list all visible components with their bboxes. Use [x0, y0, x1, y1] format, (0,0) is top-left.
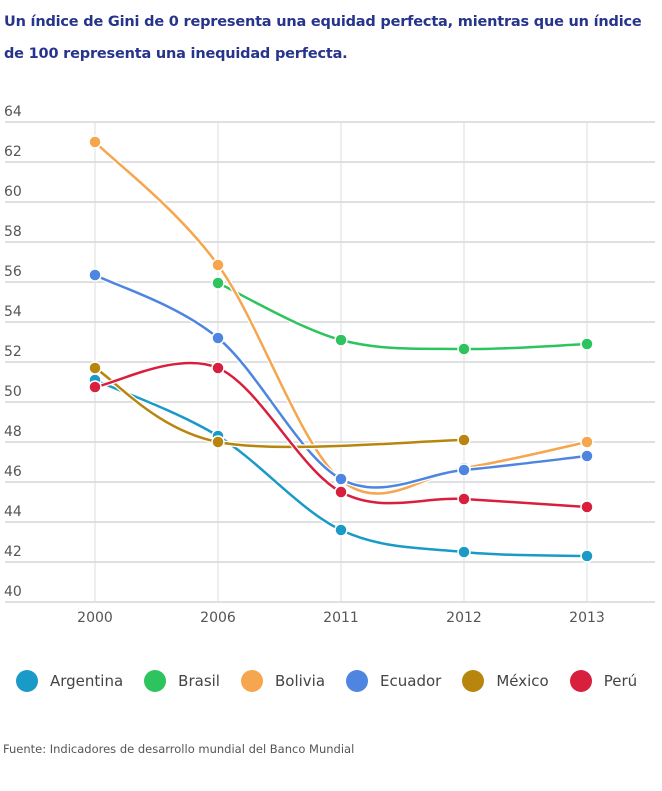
- chart-title: Un índice de Gini de 0 representa una eq…: [4, 14, 642, 62]
- series-line-halo: [216, 280, 588, 352]
- data-point-méxico: [88, 361, 102, 375]
- line-chart: 40 42 44 46 48 50 52 54 56 58 60 62 64 2000 2006 2011 20…: [4, 104, 655, 626]
- legend-item[interactable]: Brasil: [144, 670, 220, 692]
- legend-label: Brasil: [178, 672, 220, 690]
- y-tick-label: 50: [4, 384, 22, 400]
- legend-swatch-icon: [240, 670, 263, 692]
- data-point-bolivia: [88, 135, 102, 149]
- y-tick-label: 48: [4, 424, 22, 440]
- y-tick-label: 54: [4, 304, 22, 320]
- data-point-méxico: [457, 433, 471, 447]
- legend-label: Argentina: [50, 672, 124, 690]
- data-point-perú: [211, 361, 225, 375]
- legend-swatch-icon: [144, 670, 167, 692]
- data-point-perú: [580, 500, 594, 514]
- legend-swatch-icon: [569, 670, 592, 692]
- legend-item[interactable]: México: [462, 670, 549, 692]
- legend-swatch-icon: [346, 670, 369, 692]
- y-tick-label: 40: [4, 584, 22, 600]
- legend-item[interactable]: Perú: [569, 670, 638, 692]
- data-point-ecuador: [457, 463, 471, 477]
- data-point-méxico: [211, 435, 225, 449]
- x-tick-label: 2013: [569, 610, 605, 626]
- x-tick-label: 2011: [323, 610, 359, 626]
- data-point-ecuador: [88, 268, 102, 282]
- legend-item[interactable]: Ecuador: [346, 670, 441, 692]
- legend-swatch-icon: [16, 670, 38, 692]
- data-point-ecuador: [334, 472, 348, 486]
- x-tick-label: 2006: [200, 610, 236, 626]
- legend-label: Ecuador: [380, 672, 442, 690]
- y-tick-label: 62: [4, 144, 22, 160]
- data-point-bolivia: [211, 258, 225, 272]
- data-point-brasil: [211, 276, 225, 290]
- y-tick-label: 64: [4, 104, 22, 120]
- data-point-perú: [334, 485, 348, 499]
- data-point-argentina: [334, 523, 348, 537]
- data-point-perú: [88, 380, 102, 394]
- y-tick-label: 60: [4, 184, 22, 200]
- y-tick-label: 46: [4, 464, 22, 480]
- x-tick-label: 2000: [77, 610, 113, 626]
- data-point-brasil: [334, 333, 348, 347]
- y-tick-label: 42: [4, 544, 22, 560]
- y-tick-label: 58: [4, 224, 22, 240]
- data-point-argentina: [580, 549, 594, 563]
- legend-label: México: [496, 672, 549, 690]
- data-point-brasil: [457, 342, 471, 356]
- y-tick-label: 56: [4, 264, 22, 280]
- data-point-perú: [457, 492, 471, 506]
- y-tick-label: 44: [4, 504, 22, 520]
- y-tick-label: 52: [4, 344, 22, 360]
- data-point-ecuador: [580, 449, 594, 463]
- source-note: Fuente: Indicadores de desarrollo mundia…: [3, 742, 355, 756]
- data-point-bolivia: [580, 435, 594, 449]
- legend-label: Perú: [603, 672, 638, 690]
- data-point-argentina: [457, 545, 471, 559]
- data-point-brasil: [580, 337, 594, 351]
- legend-item[interactable]: Argentina: [16, 670, 123, 692]
- legend: Argentina Brasil Bolivia Ecuador México Perú: [16, 670, 658, 692]
- data-point-ecuador: [211, 331, 225, 345]
- legend-swatch-icon: [462, 670, 485, 692]
- legend-label: Bolivia: [274, 672, 326, 690]
- series-line-brasil: [217, 281, 588, 351]
- x-tick-label: 2012: [446, 610, 482, 626]
- legend-item[interactable]: Bolivia: [240, 670, 326, 692]
